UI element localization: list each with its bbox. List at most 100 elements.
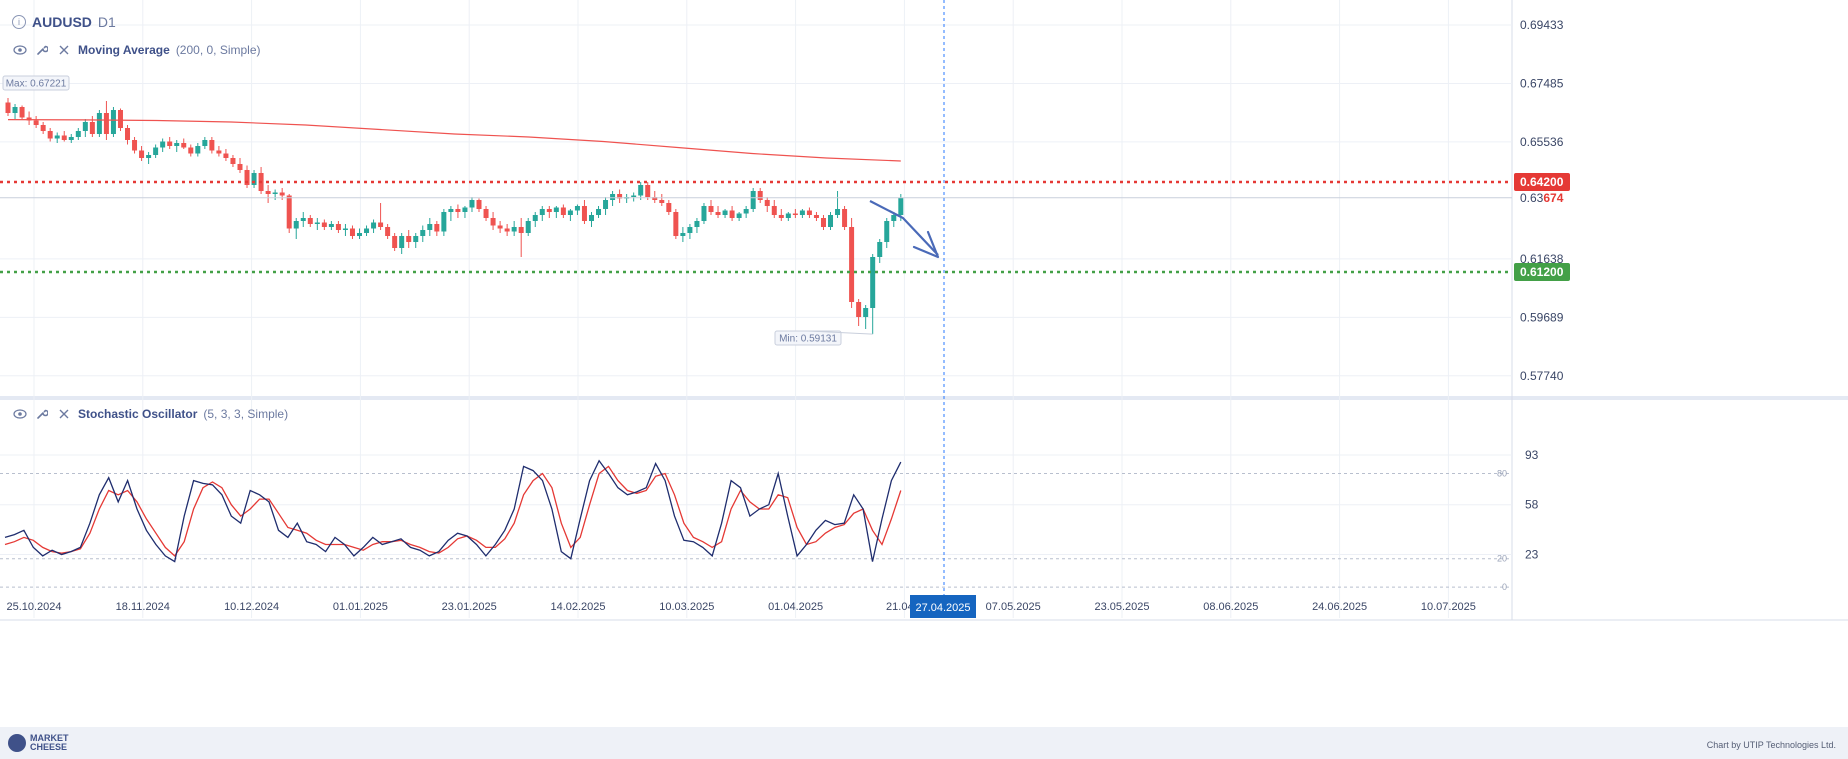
candle [469, 197, 475, 212]
candle [785, 212, 791, 221]
footer-bar: MARKET CHEESE Chart by UTIP Technologies … [0, 727, 1848, 759]
candle [652, 191, 658, 203]
candle-body [237, 164, 243, 170]
chart-canvas[interactable]: 25.10.2024 18.11.2024 10.12.2024 01.01.2025… [0, 0, 1848, 727]
candle-body [223, 153, 229, 158]
candle [708, 200, 714, 215]
candle-body [849, 227, 855, 302]
candle-body [33, 120, 39, 125]
support-level-badge [1514, 263, 1570, 281]
candle [139, 146, 145, 161]
candle-body [68, 137, 74, 140]
candle [525, 218, 531, 236]
candle-body [117, 110, 123, 128]
brand-line-1: MARKET [30, 733, 69, 743]
last-price-label: 0.63674 [1520, 191, 1564, 205]
chart-credit: Chart by UTIP Technologies Ltd. [1706, 740, 1836, 750]
candle-body [61, 135, 67, 140]
candle-body [47, 131, 53, 139]
candle-body [300, 218, 306, 221]
candle [588, 212, 594, 227]
candle [729, 206, 735, 221]
candle-body [743, 209, 749, 214]
candle [209, 137, 215, 154]
candle-body [392, 236, 398, 248]
candle-body [230, 158, 236, 164]
candle [335, 221, 341, 233]
candle [856, 299, 862, 326]
eye-icon[interactable] [12, 406, 28, 422]
time-axis-tick-label: 24.06.2025 [1312, 601, 1367, 613]
max-price-badge [2, 75, 70, 91]
candle-body [764, 200, 770, 206]
close-icon[interactable] [56, 42, 72, 58]
candle [497, 221, 503, 233]
time-axis-tick-label: 10.03.2025 [659, 601, 714, 613]
candle-body [588, 215, 594, 221]
candle-body [146, 155, 152, 158]
candle [110, 107, 116, 137]
info-icon[interactable]: i [12, 15, 26, 29]
candle [307, 215, 313, 227]
candle [392, 233, 398, 251]
candle-body [434, 224, 440, 232]
candle [19, 105, 25, 119]
eye-icon[interactable] [12, 42, 28, 58]
candle [764, 197, 770, 212]
candle [216, 146, 222, 157]
candle [82, 119, 88, 137]
candle-body [188, 147, 194, 154]
candle-body [342, 228, 348, 230]
candle [771, 200, 777, 218]
candle [835, 191, 841, 218]
candle-body [596, 209, 602, 215]
crosshair-date-badge [910, 595, 976, 618]
candle-body [335, 224, 341, 230]
candle-body [778, 215, 784, 218]
candle [146, 152, 152, 164]
wrench-icon[interactable] [34, 406, 50, 422]
candle [195, 143, 201, 157]
candle [427, 218, 433, 236]
candle-body [413, 236, 419, 242]
candle-body [729, 210, 735, 218]
candle-body [680, 233, 686, 236]
candle-body [567, 210, 573, 215]
candle-body [835, 209, 841, 215]
candle [483, 206, 489, 221]
candle-body [328, 224, 334, 227]
candle-body [132, 140, 138, 151]
candle [645, 182, 651, 200]
close-icon[interactable] [56, 406, 72, 422]
candle-body [708, 206, 714, 212]
time-axis-tick-label: 08.06.2025 [1203, 601, 1258, 613]
candle [174, 140, 180, 152]
candle [364, 225, 370, 236]
candle-body [96, 113, 102, 134]
ma-indicator-name: Moving Average [78, 43, 170, 57]
candle-body [659, 200, 665, 203]
time-axis-tick-label: 14.02.2025 [550, 601, 605, 613]
candle-body [863, 308, 869, 317]
candle [553, 206, 559, 218]
candle [202, 137, 208, 149]
candle-body [757, 191, 763, 200]
candle [673, 209, 679, 239]
candle [511, 221, 517, 236]
candle-body [799, 210, 805, 215]
candle-body [638, 185, 644, 196]
candle-body [26, 117, 32, 121]
candle-body [631, 195, 637, 197]
candle-body [209, 140, 215, 151]
wrench-icon[interactable] [34, 42, 50, 58]
candle [342, 224, 348, 236]
candle [448, 206, 454, 221]
candle-body [701, 206, 707, 221]
candle-body [581, 206, 587, 221]
timeframe-label[interactable]: D1 [97, 14, 116, 30]
candle [251, 170, 257, 188]
candle-body [666, 203, 672, 212]
candle [413, 233, 419, 248]
candle-body [181, 143, 187, 148]
candle-body [216, 150, 222, 154]
